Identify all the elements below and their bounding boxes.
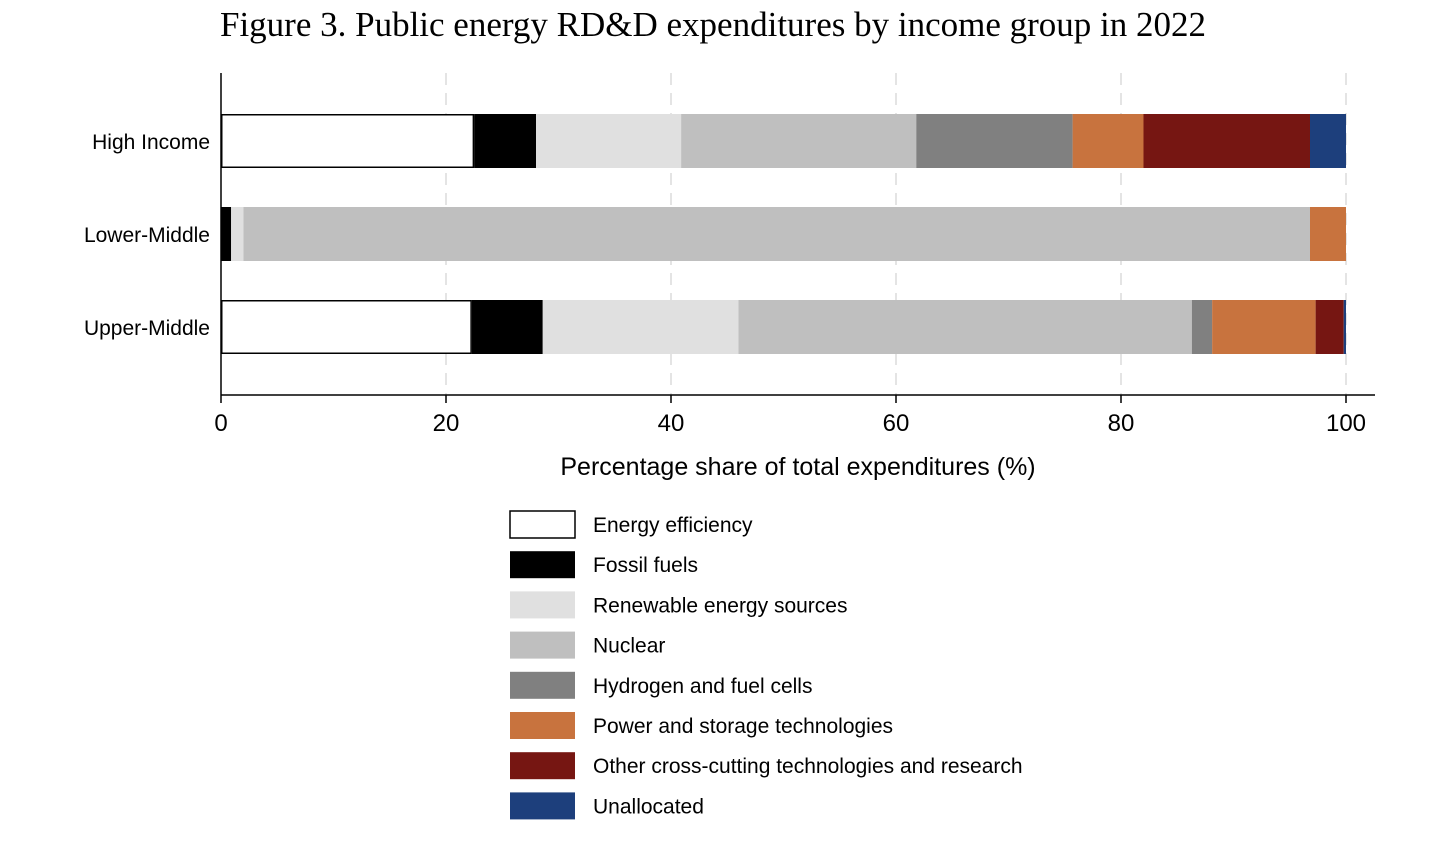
legend-label: Other cross-cutting technologies and res… [593, 755, 1023, 778]
bars [221, 114, 1346, 354]
bar-segment [221, 207, 232, 261]
legend-label: Unallocated [593, 795, 704, 818]
category-label: Lower-Middle [84, 224, 210, 247]
bar-segment [1143, 114, 1310, 168]
legend-swatch [510, 752, 575, 780]
bar-segment [1315, 300, 1344, 354]
legend-label: Renewable energy sources [593, 594, 847, 617]
x-tick-label: 60 [883, 410, 910, 437]
bar-segment [1212, 300, 1316, 354]
legend-swatch [510, 631, 575, 659]
x-axis-ticks: 0 20 40 60 80 100 [214, 395, 1366, 437]
bar-segment [1310, 207, 1346, 261]
x-axis-title: Percentage share of total expenditures (… [560, 453, 1035, 481]
legend-swatch [510, 792, 575, 820]
legend-swatch [510, 712, 575, 739]
legend-label: Nuclear [593, 635, 665, 658]
bar-segment [1072, 114, 1144, 168]
x-tick-label: 0 [214, 410, 227, 437]
bar-segment [221, 114, 475, 168]
bar-segment [681, 114, 917, 168]
x-tick-label: 40 [658, 410, 685, 437]
legend-swatch [509, 510, 576, 539]
category-labels: High Income Lower-Middle Upper-Middle [84, 131, 210, 340]
bar-segment [1191, 300, 1213, 354]
bar-segment [1343, 300, 1346, 354]
x-tick-label: 100 [1326, 410, 1366, 437]
legend-label: Hydrogen and fuel cells [593, 675, 812, 698]
legend: Energy efficiency Fossil fuels Renewable e… [509, 510, 1023, 820]
legend-swatch [510, 591, 575, 619]
x-tick-label: 80 [1108, 410, 1135, 437]
bar-segment [916, 114, 1073, 168]
legend-label: Energy efficiency [593, 514, 753, 537]
bar-segment [542, 300, 739, 354]
x-tick-label: 20 [433, 410, 460, 437]
bar-segment [474, 114, 536, 168]
legend-label: Power and storage technologies [593, 715, 893, 738]
category-label: Upper-Middle [84, 317, 210, 340]
bar-segment [1310, 114, 1346, 168]
bar-segment [536, 114, 682, 168]
legend-label: Fossil fuels [593, 554, 698, 577]
bar-segment [738, 300, 1192, 354]
legend-swatch [510, 671, 575, 699]
bar-segment [471, 300, 543, 354]
bar-segment [231, 207, 244, 261]
chart-title: Figure 3. Public energy RD&D expenditure… [220, 5, 1206, 44]
bar-segment [243, 207, 1310, 261]
bar-segment [221, 300, 472, 354]
category-label: High Income [92, 131, 210, 154]
legend-swatch [510, 551, 575, 579]
